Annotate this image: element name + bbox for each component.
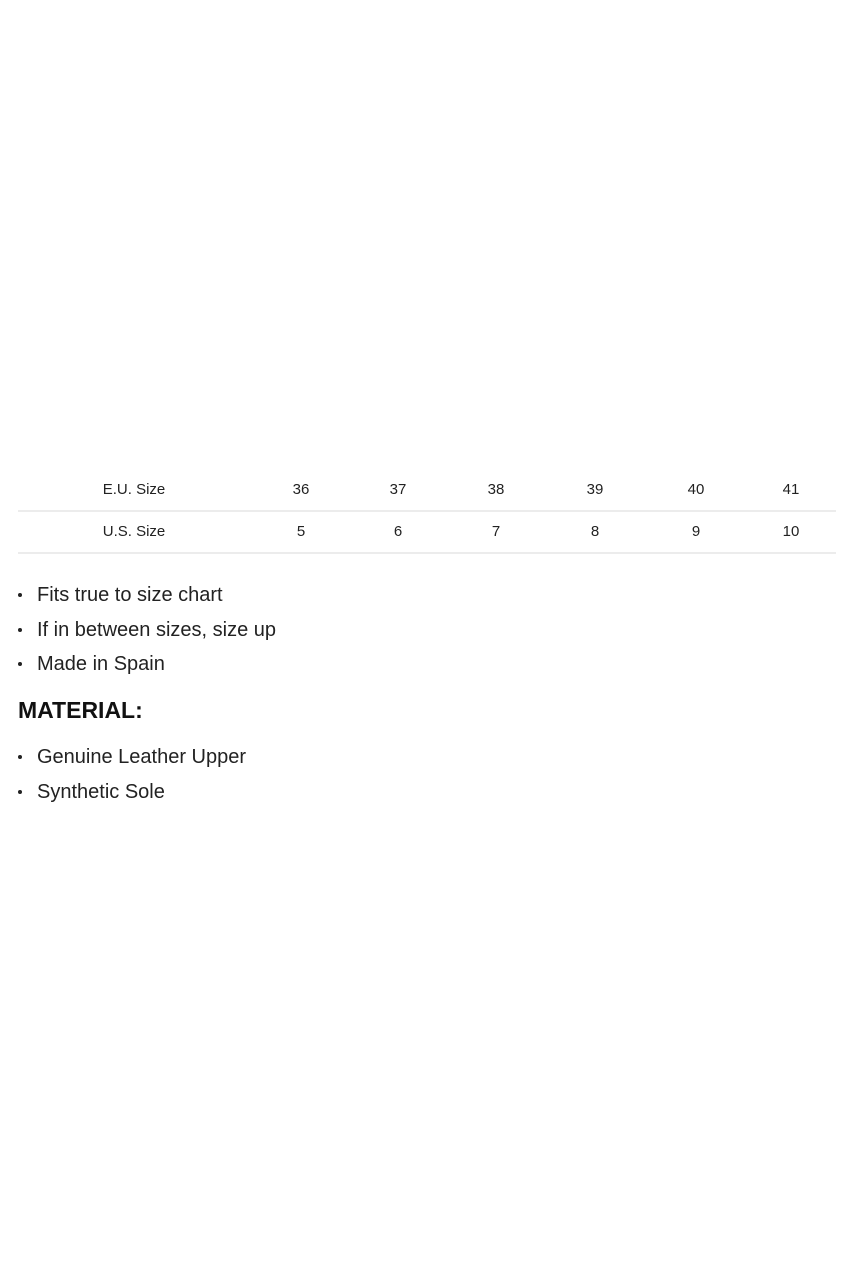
table-cell: 41 — [782, 481, 800, 498]
list-item: If in between sizes, size up — [18, 613, 276, 648]
list-item-text: Synthetic Sole — [37, 780, 165, 803]
material-list: Genuine Leather Upper Synthetic Sole — [18, 740, 246, 809]
list-item-text: Genuine Leather Upper — [37, 746, 247, 768]
table-cell: 39 — [586, 481, 604, 498]
fit-notes-list: Fits true to size chart If in between si… — [18, 578, 276, 682]
bullet-icon — [18, 789, 22, 794]
table-cell: 38 — [487, 481, 505, 498]
row-label: U.S. Size — [102, 523, 166, 540]
bullet-icon — [18, 593, 22, 597]
table-cell: 36 — [292, 481, 310, 498]
table-cell: 37 — [389, 481, 407, 498]
list-item: Synthetic Sole — [18, 775, 246, 810]
list-item: Fits true to size chart — [18, 578, 276, 613]
list-item: Genuine Leather Upper — [18, 740, 246, 775]
table-cell: 40 — [687, 481, 705, 498]
material-heading: MATERIAL: — [18, 697, 143, 723]
bullet-icon — [18, 627, 22, 632]
table-row-eu: E.U. Size 36 37 38 39 40 41 — [18, 470, 836, 512]
list-item: Made in Spain — [18, 647, 276, 682]
list-item-text: If in between sizes, size up — [37, 618, 277, 641]
table-cell: 7 — [491, 523, 501, 540]
size-chart-table: E.U. Size 36 37 38 39 40 41 U.S. Size 5 … — [18, 470, 836, 554]
table-cell: 10 — [782, 523, 800, 540]
table-cell: 5 — [296, 523, 306, 540]
table-cell: 6 — [393, 523, 403, 540]
bullet-icon — [18, 755, 22, 759]
row-label: E.U. Size — [102, 481, 166, 498]
table-row-us: U.S. Size 5 6 7 8 9 10 — [18, 512, 836, 554]
list-item-text: Fits true to size chart — [37, 584, 223, 606]
bullet-icon — [18, 662, 22, 666]
list-item-text: Made in Spain — [37, 653, 165, 675]
table-cell: 9 — [691, 523, 701, 540]
table-cell: 8 — [590, 523, 600, 540]
